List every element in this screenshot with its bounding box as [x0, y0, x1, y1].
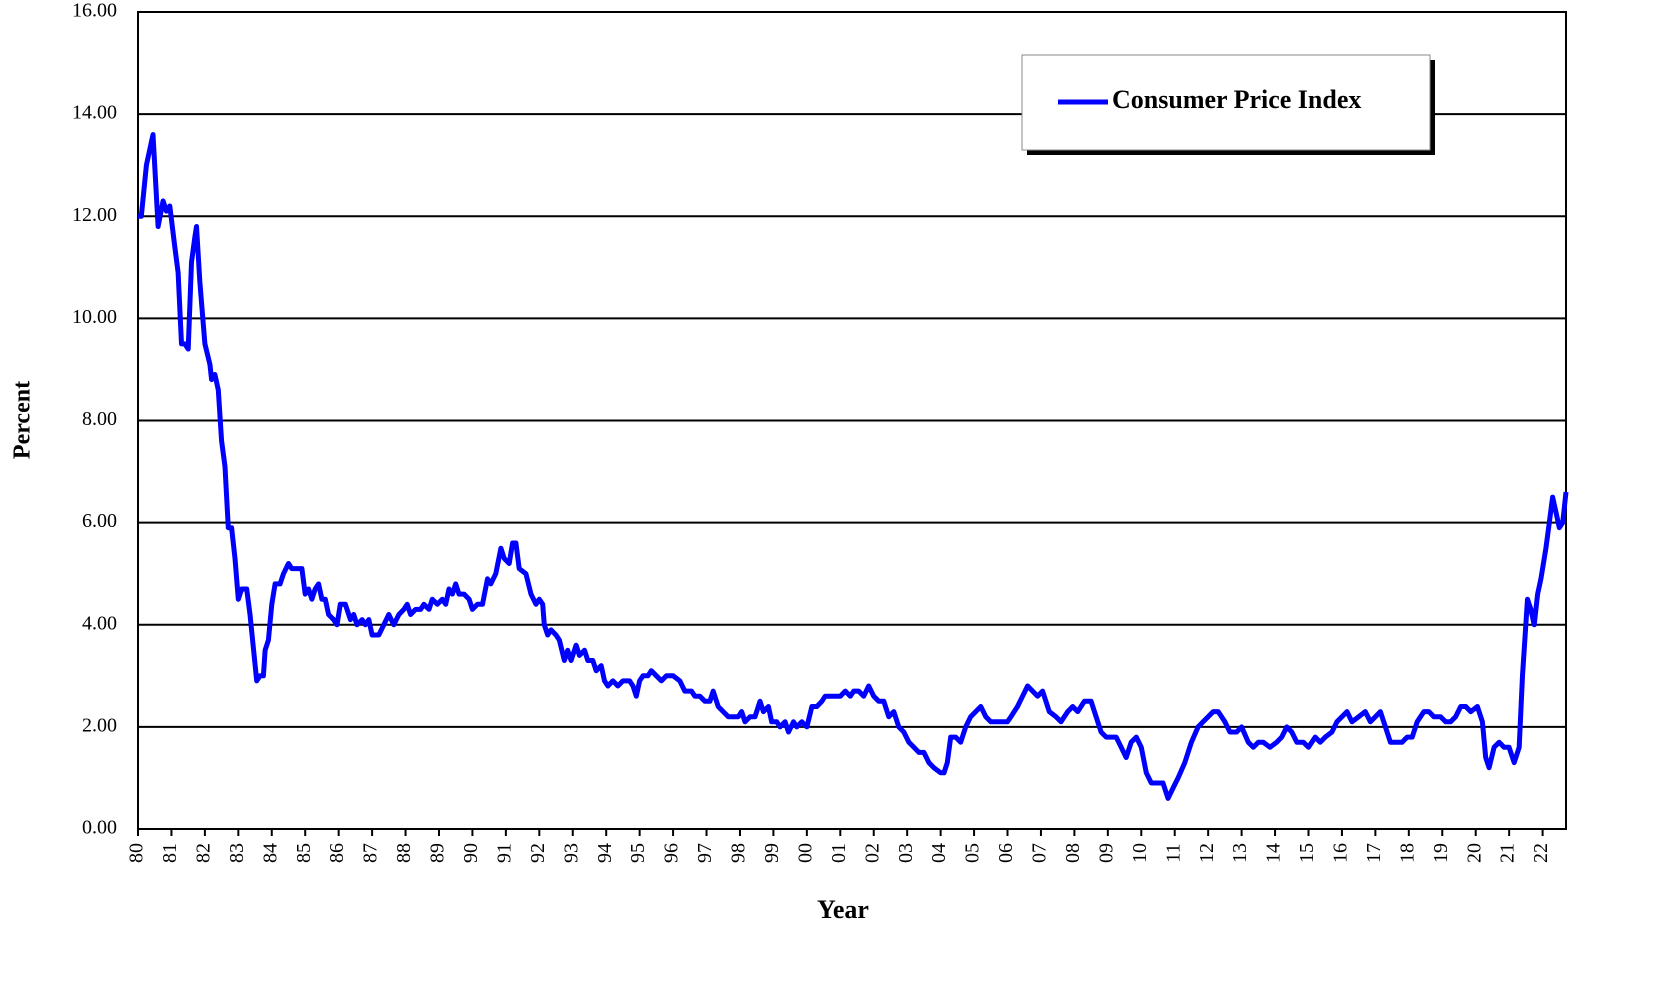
x-tick-label: 14	[1263, 843, 1285, 863]
x-tick-label: 22	[1530, 843, 1552, 863]
x-tick-label: 88	[393, 843, 415, 863]
y-tick-label: 2.00	[82, 714, 117, 736]
y-tick-label: 14.00	[72, 102, 117, 124]
x-tick-label: 95	[627, 843, 649, 863]
x-tick-label: 18	[1396, 843, 1418, 863]
y-tick-label: 6.00	[82, 510, 117, 532]
x-tick-label: 92	[527, 843, 549, 863]
x-tick-label: 83	[226, 843, 248, 863]
x-axis-label: Year	[817, 895, 869, 924]
x-tick-label: 86	[326, 843, 348, 863]
x-tick-label: 91	[493, 843, 515, 863]
x-tick-label: 13	[1229, 843, 1251, 863]
data-line	[138, 132, 1569, 801]
y-tick-label: 4.00	[82, 612, 117, 634]
x-tick-label: 21	[1497, 843, 1519, 863]
x-tick-label: 12	[1196, 843, 1218, 863]
x-tick-label: 82	[192, 843, 214, 863]
x-tick-label: 89	[427, 843, 449, 863]
x-tick-label: 85	[293, 843, 315, 863]
x-tick-label: 07	[1029, 843, 1051, 863]
x-tick-label: 10	[1129, 843, 1151, 863]
x-tick-label: 99	[761, 843, 783, 863]
x-tick-label: 96	[661, 843, 683, 863]
x-tick-label: 16	[1330, 843, 1352, 863]
x-tick-label: 93	[560, 843, 582, 863]
x-tick-label: 04	[928, 843, 950, 863]
x-tick-label: 98	[728, 843, 750, 863]
x-tick-label: 80	[126, 843, 148, 863]
x-tick-label: 06	[995, 843, 1017, 863]
x-tick-label: 15	[1296, 843, 1318, 863]
x-tick-label: 08	[1062, 843, 1084, 863]
y-tick-label: 8.00	[82, 408, 117, 430]
x-tick-label: 09	[1095, 843, 1117, 863]
x-tick-label: 05	[962, 843, 984, 863]
legend-label: Consumer Price Index	[1112, 85, 1361, 114]
x-tick-label: 00	[794, 843, 816, 863]
y-tick-label: 12.00	[72, 204, 117, 226]
x-tick-label: 94	[594, 843, 616, 863]
x-tick-label: 02	[861, 843, 883, 863]
x-tick-label: 01	[828, 843, 850, 863]
x-tick-label: 87	[360, 843, 382, 863]
y-tick-label: 0.00	[82, 817, 117, 839]
y-tick-label: 16.00	[72, 0, 117, 22]
x-tick-label: 90	[460, 843, 482, 863]
x-tick-label: 17	[1363, 843, 1385, 863]
x-tick-label: 97	[694, 843, 716, 863]
x-tick-label: 19	[1430, 843, 1452, 863]
y-axis-label: Percent	[10, 381, 36, 459]
x-tick-label: 11	[1162, 843, 1184, 862]
x-tick-label: 84	[259, 843, 281, 863]
x-tick-label: 20	[1463, 843, 1485, 863]
plot-frame	[137, 11, 1567, 830]
x-tick-label: 03	[895, 843, 917, 863]
x-tick-label: 81	[159, 843, 181, 863]
y-tick-label: 10.00	[72, 306, 117, 328]
